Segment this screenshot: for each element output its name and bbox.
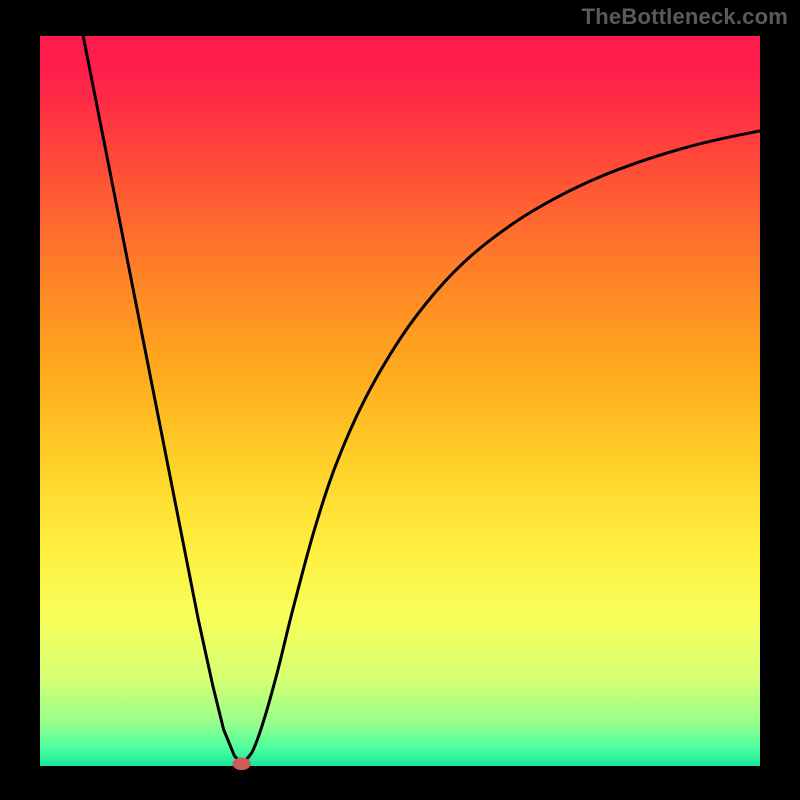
bottleneck-chart <box>0 0 800 800</box>
bottleneck-marker <box>233 758 250 770</box>
chart-gradient-bg <box>40 36 760 766</box>
watermark-label: TheBottleneck.com <box>582 4 788 30</box>
chart-container: TheBottleneck.com <box>0 0 800 800</box>
